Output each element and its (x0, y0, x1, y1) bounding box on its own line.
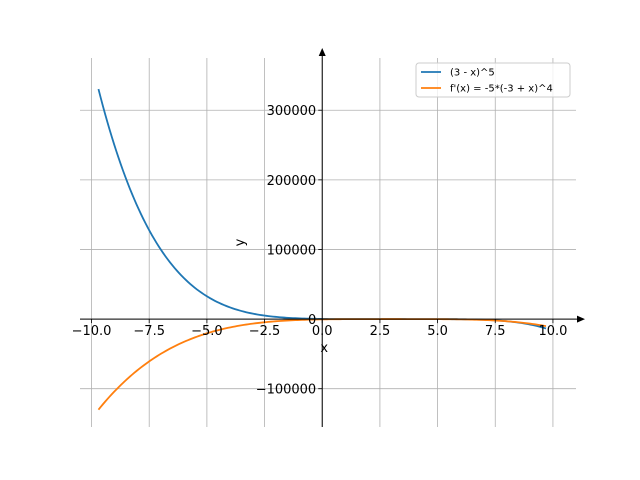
legend-label-0: (3 - x)^5 (450, 68, 495, 79)
x-axis-label: x (320, 341, 328, 356)
x-ticks: −10.0 −7.5 −5.0 −2.5 0.0 2.5 5.0 7.5 10.0 (72, 319, 567, 339)
y-tick-label-0: −100000 (256, 383, 317, 398)
x-axis-arrow (577, 315, 585, 323)
x-tick-label-8: 10.0 (538, 324, 567, 339)
x-tick-label-4: 0.0 (312, 324, 333, 339)
y-tick-label-2: 100000 (267, 243, 317, 258)
legend: (3 - x)^5 f'(x) = -5*(-3 + x)^4 (415, 62, 571, 98)
y-ticks: −100000 0 100000 200000 300000 (256, 104, 323, 398)
y-tick-label-4: 300000 (267, 104, 317, 119)
x-tick-label-6: 5.0 (427, 324, 448, 339)
axes (80, 48, 585, 427)
x-tick-label-1: −7.5 (133, 324, 165, 339)
x-tick-label-0: −10.0 (72, 324, 112, 339)
x-tick-label-2: −5.0 (191, 324, 223, 339)
x-tick-label-5: 2.5 (370, 324, 391, 339)
legend-frame (415, 62, 571, 98)
grid (80, 58, 576, 427)
y-tick-label-1: 0 (308, 313, 316, 328)
legend-label-1: f'(x) = -5*(-3 + x)^4 (450, 84, 553, 95)
x-tick-label-3: −2.5 (249, 324, 281, 339)
y-axis-arrow (318, 48, 326, 56)
y-tick-label-3: 200000 (267, 174, 317, 189)
y-axis-label: y (233, 238, 248, 246)
x-tick-label-7: 7.5 (485, 324, 506, 339)
